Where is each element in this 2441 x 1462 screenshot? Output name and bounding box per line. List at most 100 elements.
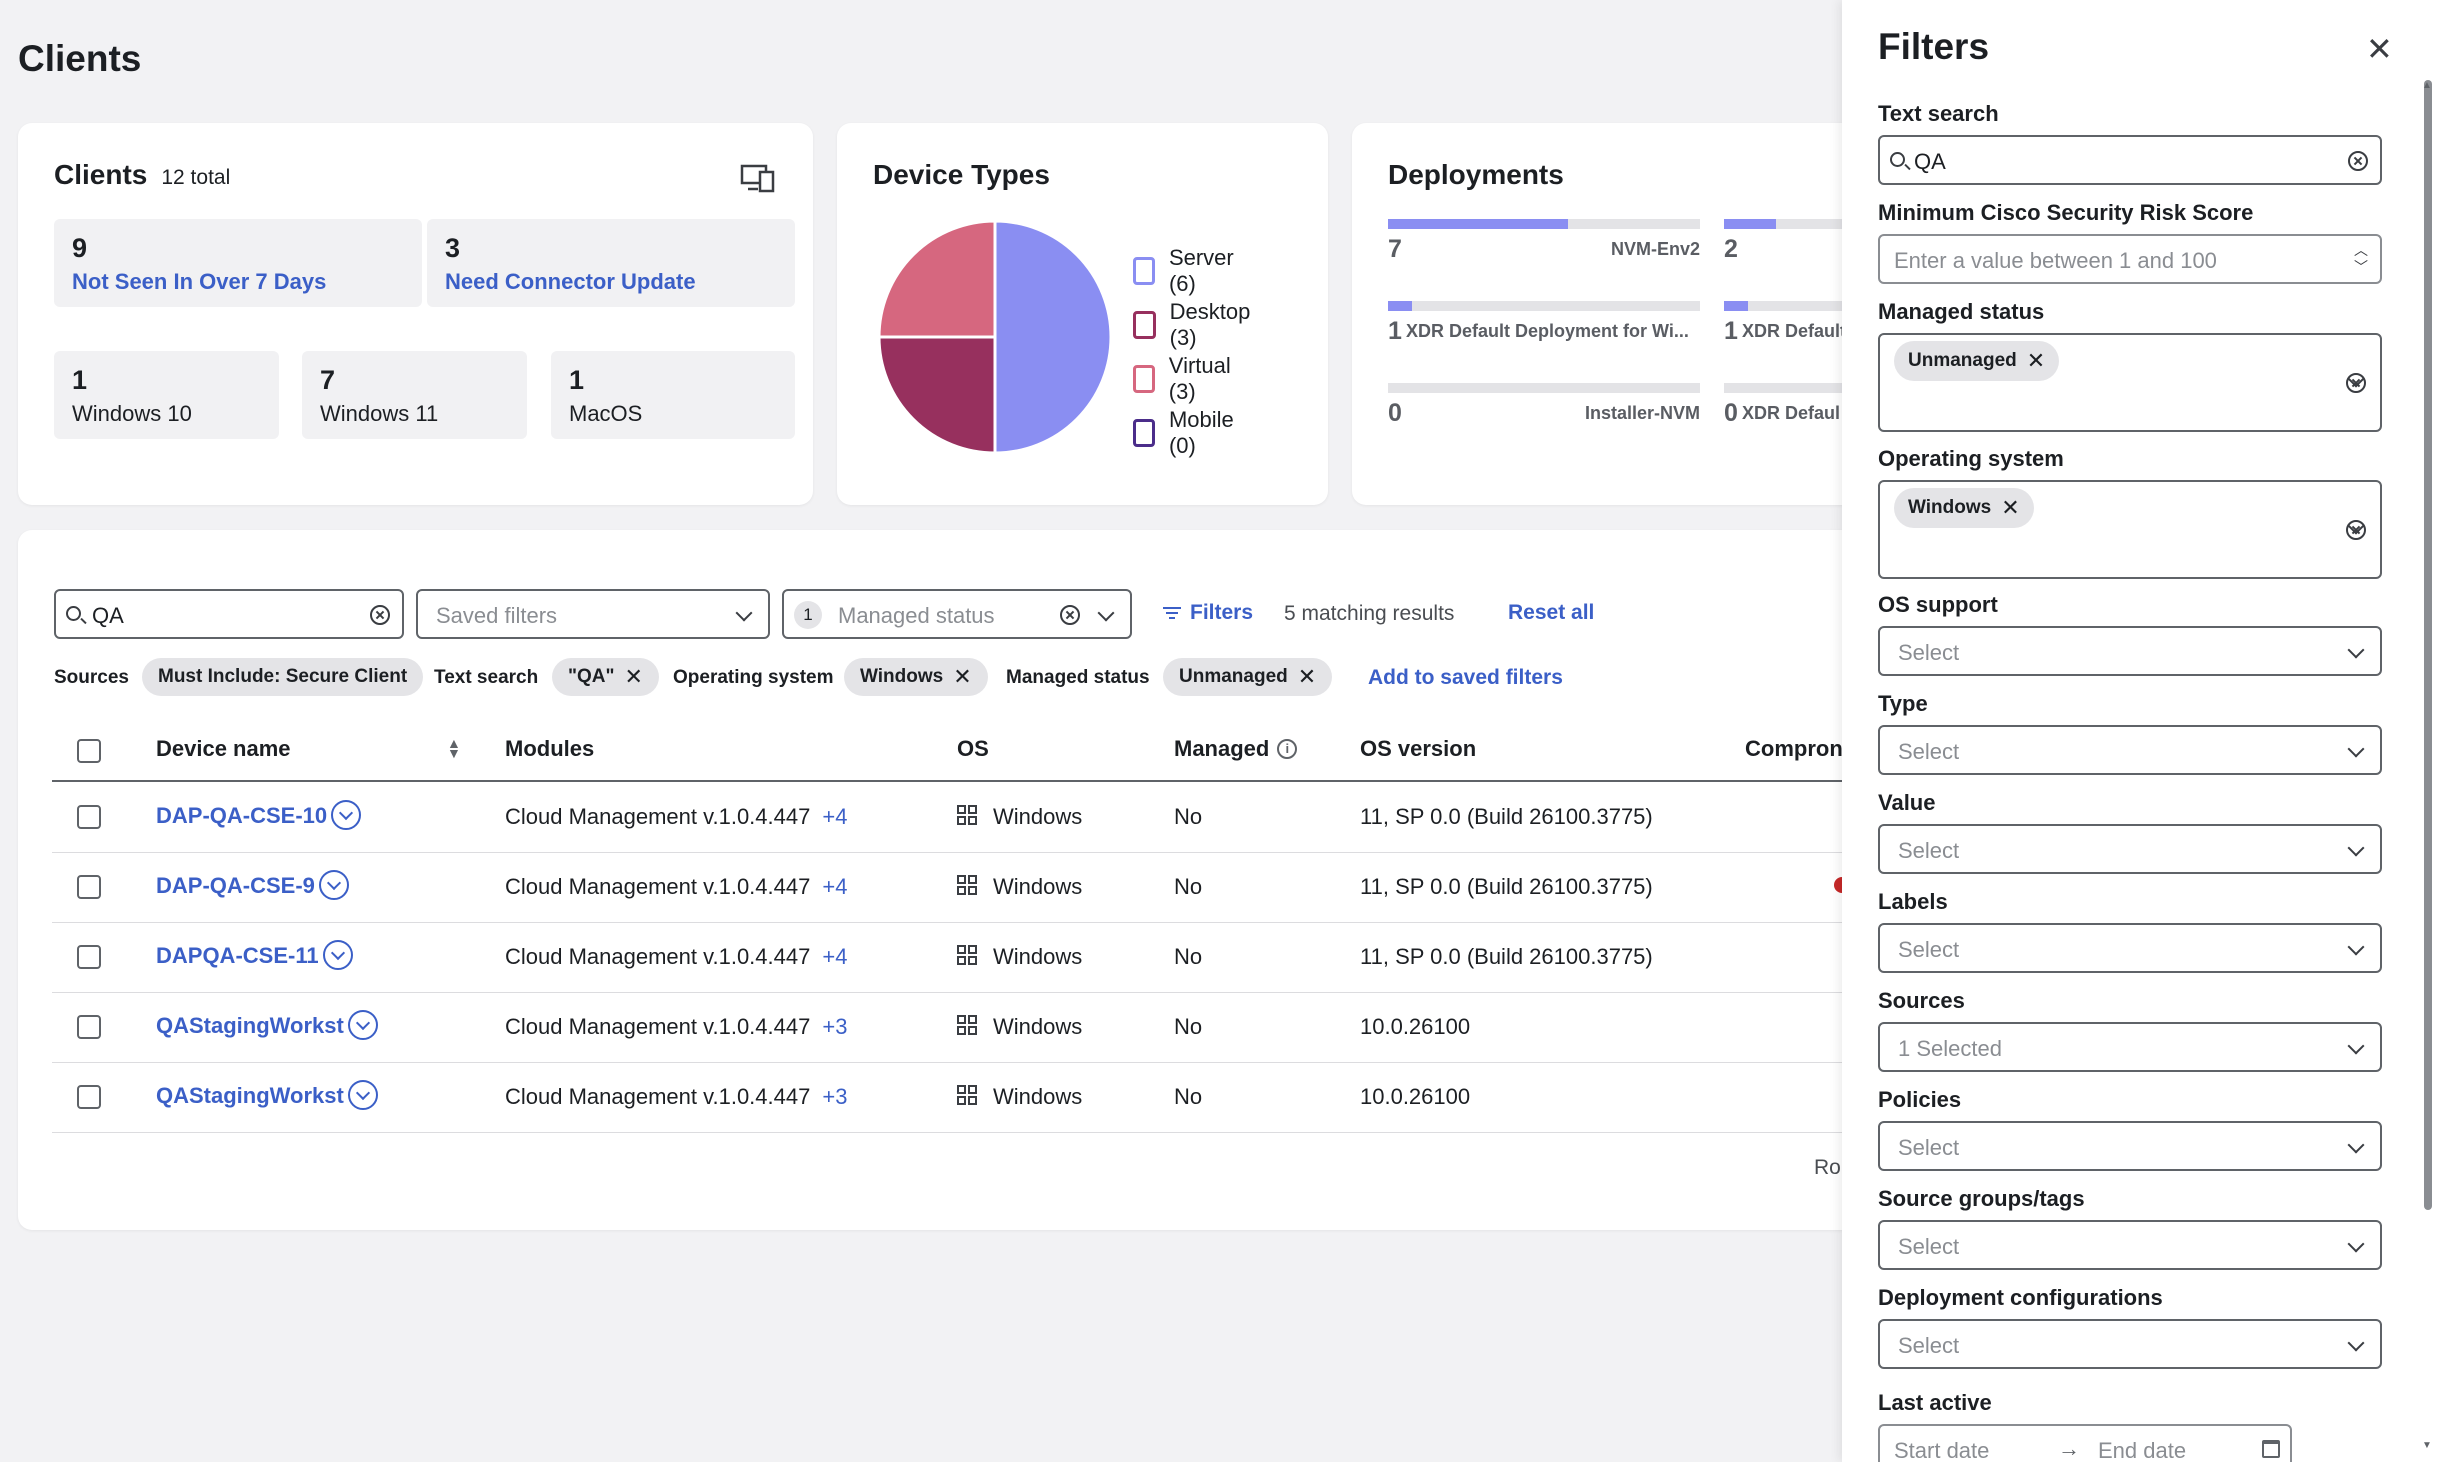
row-checkbox[interactable] xyxy=(77,1015,101,1039)
stat-not-seen[interactable]: 9 Not Seen In Over 7 Days xyxy=(54,219,422,307)
sort-icon[interactable]: ▲ ▼ xyxy=(447,735,461,761)
stat-number: 9 xyxy=(72,233,88,263)
row-checkbox[interactable] xyxy=(77,805,101,829)
deployment-name[interactable]: XDR Default Deployment for Wi... xyxy=(1406,321,1689,341)
panel-scrollbar[interactable] xyxy=(2424,80,2432,1210)
policies-select[interactable]: Select xyxy=(1878,1121,2382,1171)
risk-score-input[interactable]: Enter a value between 1 and 100 ︿ ﹀ xyxy=(1878,234,2382,284)
more-modules-link[interactable]: +3 xyxy=(822,1084,848,1109)
deployment-configurations-select[interactable]: Select xyxy=(1878,1319,2382,1369)
clients-summary-card: Clients 12 total 9 Not Seen In Over 7 Da… xyxy=(18,123,813,505)
start-date-field[interactable]: Start date xyxy=(1894,1438,1990,1462)
arrow-right-icon: → xyxy=(2058,1436,2080,1461)
col-modules[interactable]: Modules xyxy=(505,736,595,761)
expand-row-icon[interactable] xyxy=(347,1080,378,1110)
clear-managed-icon[interactable] xyxy=(2346,373,2366,393)
stat-label[interactable]: Need Connector Update xyxy=(445,269,696,294)
type-select[interactable]: Select xyxy=(1878,725,2382,775)
end-date-field[interactable]: End date xyxy=(2098,1438,2187,1462)
filters-panel: Filters ✕ Text search QA Minimum Cisco S… xyxy=(1842,0,2441,1462)
col-os[interactable]: OS xyxy=(957,736,989,761)
managed-cell: No xyxy=(1174,1014,1203,1039)
clear-managed-icon[interactable] xyxy=(1060,605,1080,625)
add-saved-filters-link[interactable]: Add to saved filters xyxy=(1368,666,1563,689)
deployment-count: 1 xyxy=(1388,317,1402,345)
expand-row-icon[interactable] xyxy=(322,940,353,970)
device-name-link[interactable]: QAStagingWorkst xyxy=(156,1080,378,1112)
legend-desktop[interactable]: Desktop (3) xyxy=(1133,299,1256,351)
legend-server[interactable]: Server (6) xyxy=(1133,245,1240,297)
remove-chip-icon[interactable]: ✕ xyxy=(953,664,972,689)
windows-icon xyxy=(957,1085,979,1107)
row-checkbox[interactable] xyxy=(77,945,101,969)
deployment-name[interactable]: NVM-Env2 xyxy=(1610,239,1700,259)
source-groups-tags-select[interactable]: Select xyxy=(1878,1220,2382,1270)
row-checkbox[interactable] xyxy=(77,1085,101,1109)
clear-search-icon[interactable] xyxy=(370,605,390,625)
text-search-chip[interactable]: "QA" ✕ xyxy=(552,658,659,696)
device-name-link[interactable]: DAPQA-CSE-11 xyxy=(156,940,353,972)
deployment-name[interactable]: XDR Default xyxy=(1742,321,1847,341)
clients-total: 12 total xyxy=(161,166,231,189)
stat-windows-11[interactable]: 7 Windows 11 xyxy=(302,351,527,439)
sources-select[interactable]: 1 Selected xyxy=(1878,1022,2382,1072)
devices-icon[interactable] xyxy=(740,163,776,193)
info-icon[interactable]: i xyxy=(1277,739,1298,759)
last-active-date-range[interactable]: Start date → End date xyxy=(1878,1424,2292,1462)
unmanaged-chip[interactable]: Unmanaged ✕ xyxy=(1894,341,2060,381)
expand-row-icon[interactable] xyxy=(318,870,349,900)
search-input[interactable]: QA xyxy=(54,589,404,639)
remove-chip-icon[interactable]: ✕ xyxy=(1297,664,1317,689)
legend-mobile[interactable]: Mobile (0) xyxy=(1133,407,1240,459)
filters-button[interactable]: Filters xyxy=(1162,601,1253,625)
select-all-checkbox[interactable] xyxy=(77,739,101,763)
labels-select[interactable]: Select xyxy=(1878,923,2382,973)
expand-row-icon[interactable] xyxy=(347,1010,378,1040)
clear-search-icon[interactable] xyxy=(2348,151,2368,171)
col-device-name[interactable]: Device name xyxy=(156,736,291,761)
stat-label[interactable]: Not Seen In Over 7 Days xyxy=(72,269,327,294)
windows-chip[interactable]: Windows ✕ xyxy=(1894,488,2034,528)
saved-filters-select[interactable]: Saved filters xyxy=(416,589,770,639)
expand-row-icon[interactable] xyxy=(331,800,362,830)
pie-slice-virtual xyxy=(877,219,997,339)
os-chip[interactable]: Windows ✕ xyxy=(844,658,988,696)
calendar-icon[interactable] xyxy=(2262,1440,2280,1458)
device-name-link[interactable]: DAP-QA-CSE-9 xyxy=(156,870,349,902)
windows-icon xyxy=(957,945,979,967)
device-name-link[interactable]: QAStagingWorkst xyxy=(156,1010,378,1042)
deployment-name[interactable]: Installer-NVM xyxy=(1584,403,1700,423)
managed-status-select[interactable]: 1 Managed status xyxy=(782,589,1132,639)
more-modules-link[interactable]: +4 xyxy=(822,804,848,829)
more-modules-link[interactable]: +3 xyxy=(822,1014,848,1039)
deployment-name[interactable]: XDR Defaul xyxy=(1742,403,1841,423)
remove-chip-icon[interactable]: ✕ xyxy=(624,664,643,689)
managed-chip[interactable]: Unmanaged ✕ xyxy=(1163,658,1333,696)
os-multiselect[interactable]: Windows ✕ xyxy=(1878,480,2382,579)
clear-os-icon[interactable] xyxy=(2346,520,2366,540)
device-name-link[interactable]: DAP-QA-CSE-10 xyxy=(156,800,362,832)
legend-virtual[interactable]: Virtual (3) xyxy=(1133,353,1237,405)
stat-windows-10[interactable]: 1 Windows 10 xyxy=(54,351,279,439)
os-support-select[interactable]: Select xyxy=(1878,626,2382,676)
panel-search-input[interactable]: QA xyxy=(1878,135,2382,185)
more-modules-link[interactable]: +4 xyxy=(822,944,848,969)
os-cell: Windows xyxy=(957,944,1082,970)
stat-need-update[interactable]: 3 Need Connector Update xyxy=(427,219,795,307)
scroll-up-icon[interactable]: ▲ xyxy=(2422,80,2432,91)
stat-macos[interactable]: 1 MacOS xyxy=(551,351,795,439)
sources-chip[interactable]: Must Include: Secure Client xyxy=(142,658,424,696)
col-compromise[interactable]: Compron xyxy=(1745,736,1842,761)
col-os-version[interactable]: OS version xyxy=(1360,736,1477,761)
remove-chip-icon[interactable]: ✕ xyxy=(2001,495,2020,520)
remove-chip-icon[interactable]: ✕ xyxy=(2026,348,2046,373)
stepper-icon[interactable]: ︿ ﹀ xyxy=(2354,242,2368,275)
row-checkbox[interactable] xyxy=(77,875,101,899)
reset-all-link[interactable]: Reset all xyxy=(1508,601,1595,624)
scroll-down-icon[interactable]: ▼ xyxy=(2422,1440,2432,1451)
more-modules-link[interactable]: +4 xyxy=(822,874,848,899)
col-managed[interactable]: Managed i xyxy=(1174,736,1298,762)
close-icon[interactable]: ✕ xyxy=(2366,31,2393,67)
value-select[interactable]: Select xyxy=(1878,824,2382,874)
managed-status-multiselect[interactable]: Unmanaged ✕ xyxy=(1878,333,2382,432)
